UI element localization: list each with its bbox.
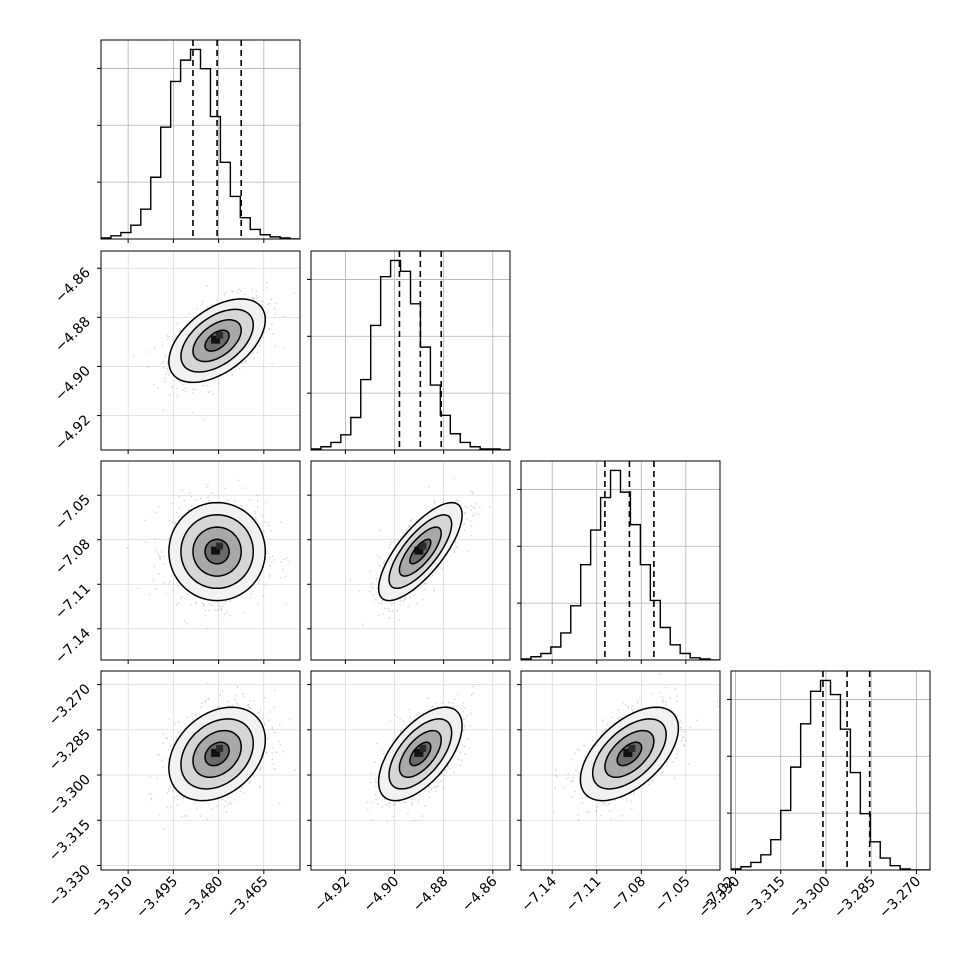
- scatter-panel-2-1: [307, 460, 511, 664]
- density-peak: [216, 331, 224, 339]
- y-tick-label: −4.86: [52, 265, 94, 307]
- x-tick-label: −3.480: [178, 874, 226, 922]
- density-peak: [628, 744, 636, 752]
- y-tick-label: −3.270: [46, 681, 94, 729]
- x-tick-label: −3.285: [831, 874, 879, 922]
- panel-frame: [520, 460, 721, 661]
- density-peak: [211, 748, 221, 757]
- contour-line: [180, 308, 255, 373]
- density-peak: [419, 744, 427, 752]
- panel-frame: [730, 670, 931, 871]
- x-tick-label: −3.510: [88, 874, 136, 922]
- contour-line: [180, 514, 255, 590]
- scatter-panel-1-0: [97, 250, 301, 454]
- x-tick-label: −7.14: [518, 873, 560, 915]
- histogram-panel-2: [517, 460, 721, 661]
- x-tick-label: −3.270: [876, 874, 924, 922]
- x-tick-label: −7.05: [652, 874, 694, 916]
- density-peak: [216, 744, 224, 752]
- scatter-panel-2-0: [97, 460, 301, 664]
- y-tick-label: −3.300: [46, 772, 94, 820]
- y-tick-label: −4.90: [52, 363, 94, 405]
- density-peak: [211, 546, 221, 555]
- y-tick-label: −7.14: [52, 625, 94, 667]
- contour-line: [377, 501, 463, 602]
- contour-line: [168, 501, 267, 602]
- histogram-panel-1: [307, 250, 511, 451]
- contour-line: [398, 729, 442, 779]
- contour-line: [409, 741, 432, 767]
- scatter-panel-3-0: [97, 670, 301, 874]
- histogram-bars: [521, 469, 720, 660]
- histogram-panel-3: [727, 670, 931, 871]
- contour-line: [591, 718, 667, 790]
- y-tick-label: −3.285: [46, 726, 94, 774]
- contour-line: [579, 706, 680, 802]
- x-tick-label: −4.86: [459, 873, 501, 915]
- contour-line: [388, 514, 453, 590]
- y-tick-label: −7.11: [52, 581, 94, 623]
- contour-line: [388, 718, 453, 790]
- panel-frame: [100, 250, 301, 451]
- x-tick-label: −4.88: [410, 874, 452, 916]
- contour-line: [616, 741, 643, 767]
- contour-line: [398, 526, 442, 577]
- contour-line: [204, 329, 230, 352]
- density-peak: [623, 748, 633, 757]
- histogram-bars: [731, 679, 930, 870]
- panel-frame: [100, 39, 301, 240]
- panel-frame: [310, 670, 511, 871]
- contour-line: [204, 538, 230, 565]
- panel-frame: [520, 670, 721, 871]
- x-tick-label: −4.92: [312, 874, 354, 916]
- contour-line: [409, 538, 432, 565]
- x-tick-label: −7.11: [563, 874, 605, 916]
- contour-line: [168, 706, 267, 802]
- density-peak: [211, 335, 221, 344]
- histogram-bars: [311, 259, 510, 450]
- contour-line: [180, 718, 255, 790]
- panel-frame: [310, 460, 511, 661]
- x-tick-label: −3.315: [741, 874, 789, 922]
- scatter-panel-3-1: [307, 670, 511, 874]
- contour-line: [377, 706, 463, 802]
- x-tick-label: −7.08: [607, 874, 649, 916]
- contour-line: [192, 319, 242, 363]
- panel-frame: [100, 460, 301, 661]
- y-tick-label: −3.315: [46, 817, 94, 865]
- density-peak: [414, 546, 424, 555]
- density-peak: [419, 542, 427, 550]
- y-tick-label: −4.88: [52, 314, 94, 356]
- x-tick-label: −3.465: [224, 874, 272, 922]
- y-tick-label: −7.08: [52, 536, 94, 578]
- histogram-bars: [101, 48, 300, 239]
- histogram-panel-0: [97, 39, 301, 240]
- density-peak: [216, 542, 224, 550]
- contour-line: [604, 729, 655, 779]
- scatter-panel-3-2: [517, 670, 721, 874]
- x-tick-label: −3.300: [786, 874, 834, 922]
- y-tick-label: −7.05: [52, 492, 94, 534]
- contour-line: [204, 741, 230, 767]
- density-peak: [414, 748, 424, 757]
- contour-line: [192, 729, 242, 779]
- panel-frame: [100, 670, 301, 871]
- panel-frame: [310, 250, 511, 451]
- contour-line: [168, 298, 267, 384]
- y-tick-label: −3.330: [46, 862, 94, 910]
- contour-line: [192, 526, 242, 577]
- x-tick-label: −4.90: [361, 874, 403, 916]
- y-tick-label: −4.92: [52, 412, 94, 454]
- x-tick-label: −3.495: [133, 874, 181, 922]
